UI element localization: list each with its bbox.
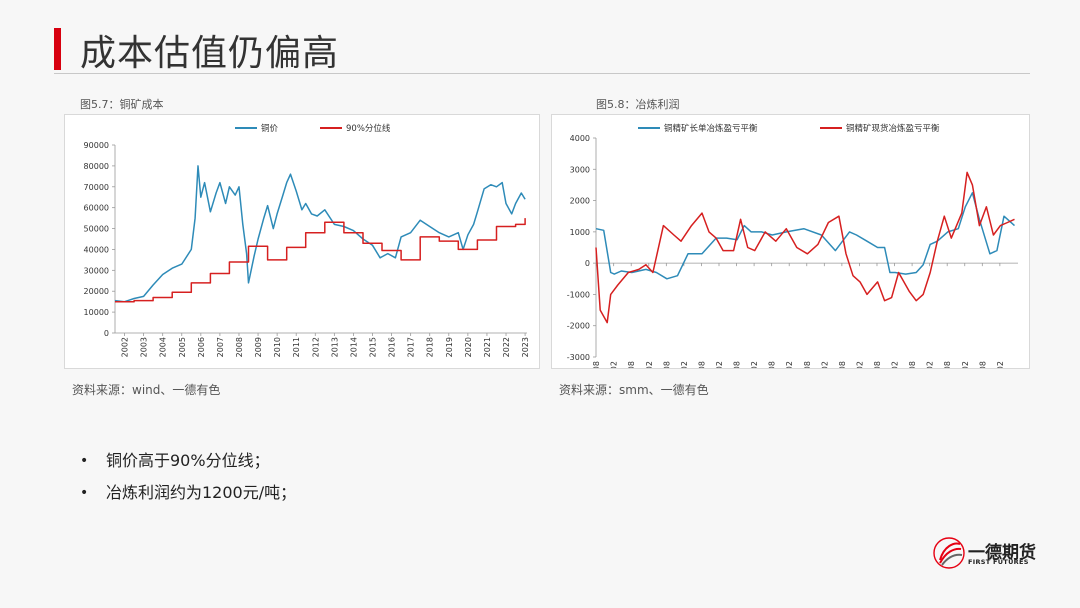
right-figure-source: 资料来源：smm、一德有色 bbox=[559, 383, 709, 397]
y-tick-label: 10000 bbox=[84, 308, 109, 317]
y-tick-label: 90000 bbox=[84, 141, 109, 150]
bullet-dot: • bbox=[80, 453, 89, 469]
bullet-item: • 铜价高于90%分位线； bbox=[80, 450, 296, 482]
x-tick-label: 2017-08 bbox=[803, 361, 812, 368]
x-tick-label: 2020 bbox=[464, 337, 473, 357]
bullet-text: 冶炼利润约为1200元/吨； bbox=[106, 483, 297, 502]
x-tick-label: 2023-02 bbox=[996, 361, 1005, 368]
y-tick-label: 0 bbox=[585, 259, 590, 268]
x-tick-label: 2019-08 bbox=[873, 361, 882, 368]
x-tick-label: 2009 bbox=[254, 337, 263, 357]
x-tick-label: 2015 bbox=[369, 337, 378, 357]
x-tick-label: 2004 bbox=[159, 337, 168, 357]
x-tick-label: 2014-02 bbox=[680, 361, 689, 368]
x-tick-label: 2021 bbox=[483, 337, 492, 357]
left-figure-source: 资料来源：wind、一德有色 bbox=[72, 383, 221, 397]
series-line-primary bbox=[595, 192, 1016, 280]
x-tick-label: 2007 bbox=[216, 337, 225, 357]
x-tick-label: 2019 bbox=[445, 337, 454, 357]
x-tick-label: 2005 bbox=[178, 337, 187, 357]
copper-cost-chart: 0 10000 20000 30000 40000 50000 60000 70000 8000… bbox=[64, 114, 540, 369]
x-tick-label: 2011-08 bbox=[592, 361, 601, 368]
x-tick-label: 2013-08 bbox=[662, 361, 671, 368]
x-tick-label: 2021-02 bbox=[926, 361, 935, 368]
logo-name: 一德期货 bbox=[968, 543, 1036, 563]
x-tick-label: 2010 bbox=[273, 337, 282, 357]
right-figure-caption: 图5.8：冶炼利润 bbox=[596, 98, 680, 111]
series-line-secondary bbox=[115, 218, 526, 303]
x-tick-label: 2022-02 bbox=[961, 361, 970, 368]
bullet-dot: • bbox=[80, 485, 89, 501]
left-figure-caption: 图5.7：铜矿成本 bbox=[80, 98, 164, 111]
x-tick-label: 2015-08 bbox=[733, 361, 742, 368]
x-tick-label: 2018 bbox=[426, 337, 435, 357]
y-tick-label: -1000 bbox=[567, 290, 590, 299]
y-tick-label: 0 bbox=[104, 329, 109, 338]
logo-mark-icon bbox=[933, 537, 965, 569]
x-tick-label: 2006 bbox=[197, 337, 206, 357]
x-tick-label: 2012-08 bbox=[627, 361, 636, 368]
x-tick-label: 2018-02 bbox=[820, 361, 829, 368]
bullet-list: • 铜价高于90%分位线； • 冶炼利润约为1200元/吨； bbox=[80, 450, 296, 514]
x-tick-label: 2011 bbox=[292, 337, 301, 357]
x-tick-label: 2002 bbox=[121, 337, 130, 357]
x-tick-label: 2012 bbox=[311, 337, 320, 357]
bullet-item: • 冶炼利润约为1200元/吨； bbox=[80, 482, 296, 514]
x-tick-label: 2013-02 bbox=[645, 361, 654, 368]
company-logo: 一德期货 FIRST FUTURES bbox=[932, 536, 1042, 572]
x-tick-label: 2016-02 bbox=[750, 361, 759, 368]
x-tick-label: 2014 bbox=[349, 337, 358, 357]
y-tick-label: 80000 bbox=[84, 162, 109, 171]
y-tick-label: 1000 bbox=[570, 228, 590, 237]
x-tick-label: 2020-02 bbox=[891, 361, 900, 368]
y-tick-label: 30000 bbox=[84, 266, 109, 275]
x-tick-label: 2019-02 bbox=[855, 361, 864, 368]
x-tick-label: 2003 bbox=[140, 337, 149, 357]
x-tick-label: 2022 bbox=[502, 337, 511, 357]
smelting-profit-chart: -3000 -2000 -1000 0 1000 2000 3000 4000 2011-08 2… bbox=[551, 114, 1030, 369]
x-tick-label: 2008 bbox=[235, 337, 244, 357]
x-tick-label: 2022-08 bbox=[978, 361, 987, 368]
copper-cost-chart-svg: 0 10000 20000 30000 40000 50000 60000 70000 8000… bbox=[84, 123, 531, 357]
x-tick-label: 2013 bbox=[330, 337, 339, 357]
y-tick-label: 20000 bbox=[84, 287, 109, 296]
x-tick-label: 2018-08 bbox=[838, 361, 847, 368]
x-tick-label: 2020-08 bbox=[908, 361, 917, 368]
x-tick-label: 2017-02 bbox=[785, 361, 794, 368]
logo-subtitle: FIRST FUTURES bbox=[968, 558, 1029, 566]
x-tick-label: 2017 bbox=[407, 337, 416, 357]
legend-label: 铜精矿长单冶炼盈亏平衡 bbox=[664, 123, 758, 134]
y-tick-label: -2000 bbox=[567, 322, 590, 331]
x-tick-label: 2016 bbox=[388, 337, 397, 357]
y-tick-label: 70000 bbox=[84, 183, 109, 192]
y-tick-label: 40000 bbox=[84, 245, 109, 254]
x-tick-label: 2014-08 bbox=[697, 361, 706, 368]
y-tick-label: 4000 bbox=[570, 134, 590, 143]
y-tick-label: -3000 bbox=[567, 353, 590, 362]
x-tick-label: 2015-02 bbox=[715, 361, 724, 368]
y-tick-label: 3000 bbox=[570, 165, 590, 174]
x-tick-label: 2012-02 bbox=[610, 361, 619, 368]
page-title: 成本估值仍偏高 bbox=[80, 33, 340, 74]
y-tick-label: 2000 bbox=[570, 197, 590, 206]
series-line-primary bbox=[114, 165, 526, 303]
title-accent-bar bbox=[54, 28, 61, 70]
bullet-text: 铜价高于90%分位线； bbox=[106, 451, 270, 470]
legend-label: 铜价 bbox=[261, 123, 279, 134]
title-divider bbox=[54, 73, 1030, 74]
x-tick-label: 2021-08 bbox=[943, 361, 952, 368]
legend-label: 铜精矿现货冶炼盈亏平衡 bbox=[846, 123, 940, 134]
x-tick-label: 2016-08 bbox=[768, 361, 777, 368]
y-tick-label: 60000 bbox=[84, 204, 109, 213]
x-tick-label: 2023 bbox=[521, 337, 530, 357]
y-tick-label: 50000 bbox=[84, 225, 109, 234]
smelting-profit-chart-svg: -3000 -2000 -1000 0 1000 2000 3000 4000 2011-08 2… bbox=[567, 123, 1018, 368]
legend-label: 90%分位线 bbox=[346, 123, 391, 134]
series-line-secondary bbox=[595, 171, 1015, 324]
